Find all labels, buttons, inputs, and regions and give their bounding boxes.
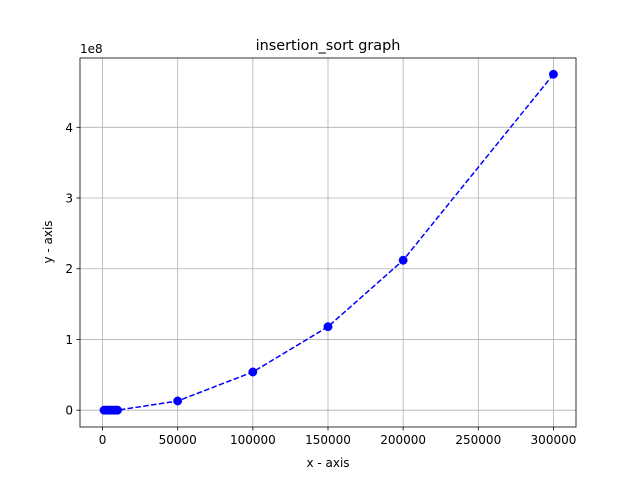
x-tick-label: 200000	[380, 433, 426, 447]
y-tick-label: 2	[65, 262, 73, 276]
y-tick-label: 3	[65, 192, 73, 206]
y-axis-label: y - axis	[41, 220, 55, 263]
data-point	[398, 255, 408, 265]
data-point	[323, 322, 333, 332]
data-point	[248, 367, 258, 377]
chart-title: insertion_sort graph	[256, 38, 401, 54]
data-point	[173, 396, 183, 406]
series-line	[104, 73, 555, 411]
y-axis-offset-label: 1e8	[80, 42, 103, 56]
x-tick-label: 50000	[159, 433, 197, 447]
y-tick-label: 1	[65, 333, 73, 347]
x-tick-label: 100000	[230, 433, 276, 447]
axes: 0 50000 100000 150000 200000 250000 300000 0 1 2 3…	[65, 57, 577, 447]
data-point	[549, 69, 558, 79]
x-tick-label: 0	[99, 433, 107, 447]
series-layer	[99, 69, 558, 415]
x-axis-label: x - axis	[306, 456, 349, 470]
y-tick-label: 0	[65, 404, 73, 418]
x-tick-label: 250000	[455, 433, 501, 447]
data-point	[113, 405, 123, 415]
y-tick-label: 4	[65, 121, 73, 135]
grid	[80, 58, 576, 427]
x-tick-label: 300000	[531, 433, 577, 447]
x-tick-label: 150000	[305, 433, 351, 447]
